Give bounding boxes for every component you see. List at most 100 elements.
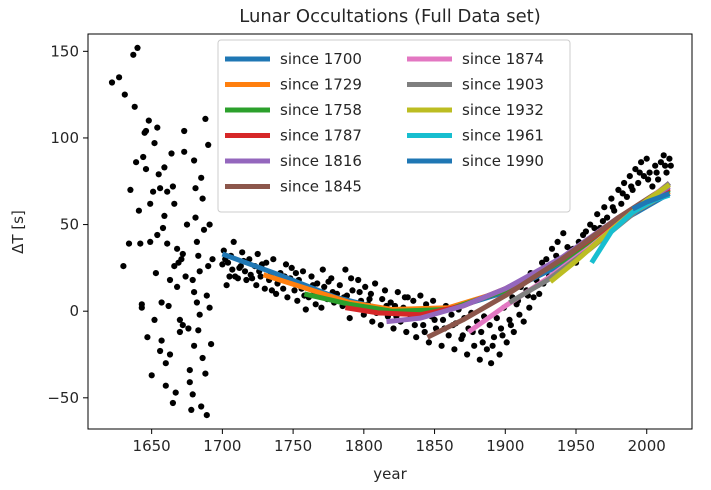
scatter-point — [219, 261, 226, 268]
scatter-point — [176, 316, 183, 323]
scatter-point — [635, 179, 642, 187]
scatter-point — [284, 294, 291, 301]
scatter-point — [649, 183, 656, 190]
scatter-point — [196, 268, 203, 275]
scatter-point — [174, 245, 181, 252]
scatter-point — [193, 238, 200, 245]
scatter-point — [594, 211, 601, 218]
scatter-point — [130, 51, 137, 58]
scatter-point — [530, 294, 537, 301]
x-tick-label: 1800 — [345, 437, 383, 455]
legend-label: since 1903 — [462, 76, 544, 94]
scatter-point — [526, 304, 533, 311]
scatter-point — [486, 322, 493, 329]
scatter-point — [439, 316, 447, 323]
y-tick-label: −50 — [47, 389, 79, 407]
scatter-point — [161, 164, 168, 171]
scatter-point — [169, 399, 176, 407]
scatter-point — [420, 322, 427, 329]
scatter-point — [560, 230, 567, 237]
scatter-point — [154, 231, 161, 239]
legend-frame — [217, 39, 571, 213]
scatter-point — [425, 339, 432, 346]
y-tick-label: 150 — [50, 42, 79, 60]
scatter-point — [116, 74, 123, 81]
scatter-point — [226, 273, 233, 280]
scatter-point — [203, 412, 210, 419]
scatter-point — [188, 406, 195, 413]
legend-label: since 1961 — [462, 127, 544, 145]
scatter-point — [155, 171, 162, 178]
scatter-point — [176, 328, 183, 336]
legend-label: since 1700 — [280, 50, 362, 68]
plot-area-frame — [87, 33, 693, 430]
scatter-point — [554, 238, 561, 245]
scatter-point — [355, 276, 362, 284]
x-tick-label: 1850 — [415, 437, 453, 455]
scatter-point — [318, 304, 325, 311]
x-tick-label: 1750 — [274, 437, 312, 455]
scatter-point — [643, 155, 650, 162]
x-tick-label: 1650 — [133, 437, 171, 455]
scatter-point — [476, 356, 483, 363]
scatter-point — [321, 283, 328, 290]
scatter-point — [367, 290, 374, 297]
scatter-point — [179, 322, 186, 329]
scatter-point — [208, 341, 215, 348]
scatter-point — [192, 214, 199, 221]
scatter-point — [430, 297, 437, 304]
scatter-point — [282, 261, 290, 268]
scatter-point — [158, 299, 165, 306]
legend-label: since 1787 — [280, 127, 362, 145]
scatter-point — [206, 221, 213, 228]
scatter-point — [189, 276, 196, 284]
scatter-point — [328, 275, 335, 282]
scatter-point — [587, 221, 594, 228]
scatter-point — [145, 117, 152, 124]
fit-lines-layer — [221, 181, 672, 340]
scatter-point — [209, 256, 216, 263]
scatter-point — [372, 280, 379, 287]
scatter-point — [618, 200, 625, 207]
scatter-point — [174, 283, 181, 290]
scatter-point — [230, 238, 237, 245]
scatter-point — [379, 296, 386, 303]
scatter-point — [615, 186, 622, 193]
scatter-point — [628, 183, 635, 190]
series-line — [426, 182, 671, 340]
scatter-point — [147, 238, 154, 245]
scatter-point — [655, 176, 662, 183]
scatter-point — [205, 263, 212, 270]
x-axis: 1650 1700 1750 1800 1850 1900 1950 2000 — [133, 429, 666, 455]
legend-label: since 1932 — [462, 101, 544, 119]
scatter-point — [663, 169, 670, 176]
scatter-point — [488, 360, 495, 367]
scatter-point — [273, 290, 280, 297]
scatter-point — [125, 240, 133, 247]
scatter-point — [154, 124, 161, 131]
scatter-point — [390, 325, 397, 332]
scatter-point — [292, 270, 299, 277]
scatter-point — [448, 311, 455, 318]
scatter-point — [464, 351, 471, 358]
x-tick-label: 1700 — [203, 437, 241, 455]
scatter-point — [626, 173, 633, 180]
scatter-point — [493, 315, 500, 322]
scatter-point — [243, 276, 250, 284]
scatter-point — [660, 152, 667, 159]
scatter-point — [653, 169, 660, 176]
legend: since 1700 since 1729 since 1758 since 1787… — [217, 39, 571, 213]
scatter-point — [291, 287, 298, 294]
scatter-point — [191, 157, 198, 164]
scatter-point — [108, 79, 116, 86]
scatter-point — [657, 159, 665, 166]
scatter-point — [166, 276, 174, 284]
scatter-point — [198, 174, 205, 181]
scatter-point — [193, 299, 200, 306]
scatter-point — [645, 176, 652, 183]
scatter-point — [497, 325, 505, 332]
scatter-point — [202, 370, 209, 377]
scatter-point — [294, 297, 301, 304]
scatter-point — [179, 250, 186, 258]
scatter-point — [299, 268, 307, 275]
